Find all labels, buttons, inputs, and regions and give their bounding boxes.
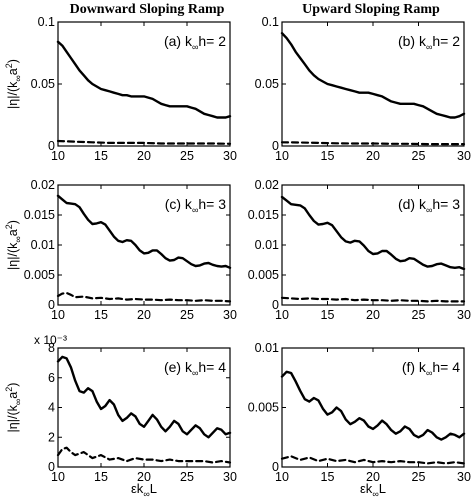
y-tick-label: 2: [48, 430, 55, 444]
series-line-solid: [56, 194, 232, 269]
panel-c: 10 15 20 25 30 0 0.005 0.01 0.015 0.02 (c) k∞h= 3 |…: [4, 178, 237, 322]
x-tick-label: 10: [275, 308, 289, 322]
panel-label: (c) k∞h= 3: [165, 196, 226, 215]
x-tick-label: 20: [366, 149, 380, 163]
series-line-solid: [56, 355, 232, 439]
x-tick-label: 30: [223, 308, 237, 322]
panel-label: (a) k∞h= 2: [164, 33, 226, 52]
y-tick-label: 0: [272, 460, 279, 474]
column-title-right: Upward Sloping Ramp: [302, 2, 440, 17]
x-tick-label: 15: [94, 149, 108, 163]
x-tick-label: 20: [137, 149, 151, 163]
x-tick-label: 15: [94, 470, 108, 484]
x-tick-label: 25: [412, 308, 426, 322]
x-tick-label: 25: [180, 470, 194, 484]
panel-b: 10 15 20 25 30 0 0.05 0.1 (b) k∞h= 2: [255, 15, 471, 163]
y-tick-label: 0.005: [24, 268, 55, 282]
y-axis-label: |η|/(k∞a2): [4, 59, 23, 109]
panel-e: 10 15 20 25 30 0 2 4 6 8x 10⁻³ (e) k∞h= 4 |η|/(k∞a2…: [4, 333, 237, 499]
x-tick-label: 30: [457, 149, 471, 163]
x-tick-label: 25: [180, 308, 194, 322]
y-tick-label: 0.02: [255, 178, 279, 192]
y-tick-label: 4: [48, 401, 55, 415]
panel-d: 10 15 20 25 30 0 0.005 0.01 0.015 0.02 (d) k∞h= 3: [248, 178, 471, 322]
y-tick-label: 0: [272, 298, 279, 312]
y-tick-label: 0.01: [255, 238, 279, 252]
y-tick-label: 0: [48, 298, 55, 312]
series-line-solid: [56, 40, 232, 119]
x-tick-label: 15: [94, 308, 108, 322]
series-line-dashed: [280, 296, 466, 303]
y-tick-label: 0.02: [31, 178, 55, 192]
y-tick-label: 6: [48, 371, 55, 385]
y-tick-label: 0: [48, 460, 55, 474]
x-axis-label: εk∞L: [131, 481, 157, 499]
series-line-dashed: [280, 141, 466, 146]
y-tick-label: 0.05: [31, 77, 55, 91]
x-tick-label: 30: [223, 149, 237, 163]
panel-a: 10 15 20 25 30 0 0.05 0.1 (a) k∞h= 2 |η|/(k∞a2): [4, 15, 237, 163]
x-tick-label: 10: [51, 470, 65, 484]
x-axis-label: εk∞L: [360, 481, 386, 499]
x-tick-label: 15: [321, 470, 335, 484]
x-tick-label: 20: [366, 308, 380, 322]
panel-label: (b) k∞h= 2: [398, 33, 460, 52]
series-line-dashed: [56, 139, 232, 145]
y-tick-label: 0.015: [248, 208, 279, 222]
x-tick-label: 30: [457, 470, 471, 484]
x-tick-label: 15: [321, 149, 335, 163]
y-tick-label: 0: [48, 139, 55, 153]
x-tick-label: 25: [412, 149, 426, 163]
x-tick-label: 30: [457, 308, 471, 322]
y-tick-label: 0.005: [248, 401, 279, 415]
x-tick-label: 20: [137, 470, 151, 484]
series-line-dashed: [280, 455, 466, 465]
x-tick-label: 15: [321, 308, 335, 322]
series-line-solid: [280, 32, 466, 119]
y-axis-label: |η|/(k∞a2): [4, 220, 23, 270]
panel-label: (d) k∞h= 3: [398, 196, 460, 215]
column-title-left: Downward Sloping Ramp: [70, 2, 225, 17]
x-tick-label: 10: [275, 470, 289, 484]
x-tick-label: 20: [366, 470, 380, 484]
x-tick-label: 25: [412, 470, 426, 484]
series-line-dashed: [56, 291, 232, 303]
panel-f: 10 15 20 25 30 0 0.005 0.01 (f) k∞h= 4 εk∞L: [248, 341, 471, 499]
y-tick-label: 0: [272, 139, 279, 153]
y-tick-label: 0.05: [255, 77, 279, 91]
series-line-solid: [280, 195, 466, 271]
y-tick-label: 0.01: [31, 238, 55, 252]
y-tick-label: 0.015: [24, 208, 55, 222]
y-axis-label: |η|/(k∞a2): [4, 383, 23, 433]
x-tick-label: 10: [275, 149, 289, 163]
y-tick-label: 0.01: [255, 341, 279, 355]
x-tick-label: 20: [137, 308, 151, 322]
series-line-dashed: [56, 446, 232, 464]
y-tick-label: 0.1: [38, 15, 55, 29]
y-multiplier: x 10⁻³: [34, 333, 67, 347]
y-tick-label: 0.005: [248, 268, 279, 282]
y-tick-label: 8: [48, 341, 55, 355]
x-tick-label: 30: [223, 470, 237, 484]
y-tick-label: 0.1: [262, 15, 279, 29]
x-tick-label: 25: [180, 149, 194, 163]
x-tick-label: 10: [51, 308, 65, 322]
series-line-solid: [280, 370, 466, 441]
x-tick-label: 10: [51, 149, 65, 163]
panel-label: (f) k∞h= 4: [402, 359, 460, 378]
panel-label: (e) k∞h= 4: [164, 359, 226, 378]
